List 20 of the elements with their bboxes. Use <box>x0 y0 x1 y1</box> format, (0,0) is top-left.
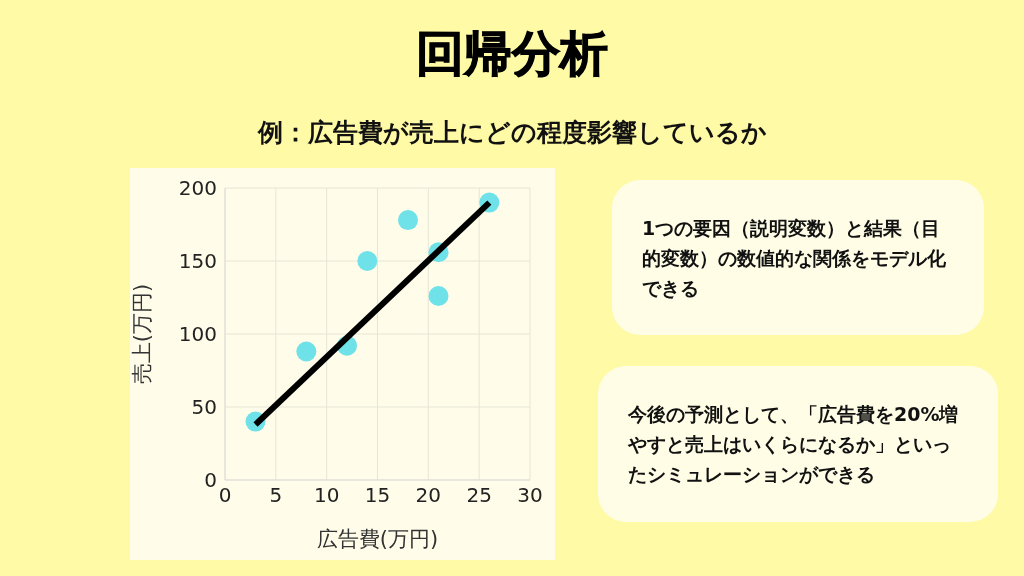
text: 今後の予測として、「広告費を20%増やすと売上はいくらになるか」といったシミュレーションができる <box>628 402 960 487</box>
point <box>357 251 378 271</box>
x-tick-label: 15 <box>364 483 391 508</box>
chart-title: 回帰分析 <box>415 24 609 83</box>
y-tick-label: 50 <box>191 395 217 420</box>
point <box>428 286 449 307</box>
text: 1つの要因（説明変数）と結果（目的変数）の数値的な関係をモデル化できる <box>642 215 947 301</box>
x-tick-label: 5 <box>269 483 283 508</box>
x-axis-title: 広告費(万円) <box>316 527 439 551</box>
y-tick-label: 100 <box>178 322 217 347</box>
y-tick-label: 200 <box>178 176 217 201</box>
y-axis-title: 売上(万円) <box>130 283 155 385</box>
x-tick-label: 30 <box>517 483 543 508</box>
point <box>398 210 418 231</box>
y-tick-label: 150 <box>178 249 217 274</box>
x-tick-label: 25 <box>466 483 492 508</box>
point <box>296 341 317 362</box>
chart-subtitle: 例：広告費が売上にどの程度影響しているか <box>256 117 768 149</box>
x-tick-label: 20 <box>415 483 442 508</box>
x-tick-label: 10 <box>313 483 340 508</box>
